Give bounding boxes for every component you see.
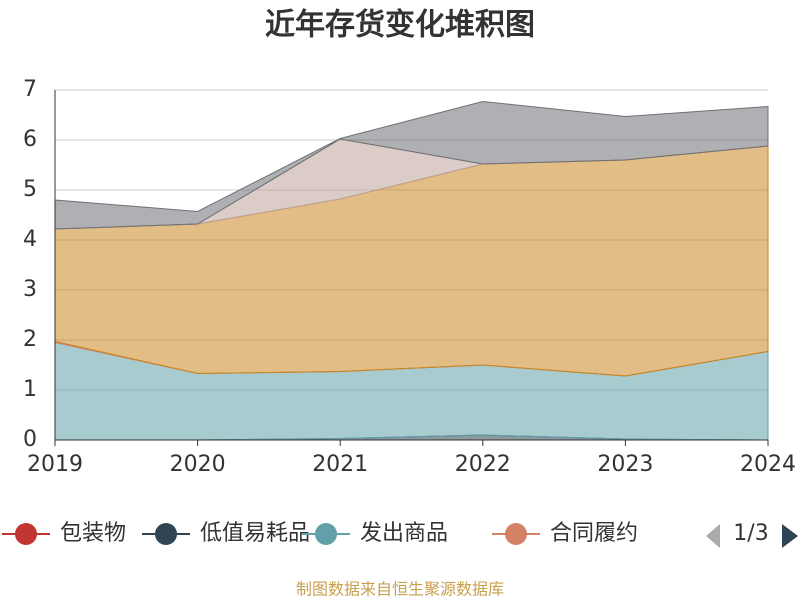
- y-tick-label: 0: [23, 427, 37, 452]
- y-tick-label: 4: [23, 227, 37, 252]
- legend-next[interactable]: [782, 524, 798, 548]
- chart-title: 近年存货变化堆积图: [265, 8, 535, 43]
- y-tick-label: 7: [23, 77, 37, 102]
- legend-page: 1/3: [733, 521, 768, 546]
- legend-marker: [315, 523, 337, 545]
- y-tick-label: 6: [23, 127, 37, 152]
- y-tick-label: 5: [23, 177, 37, 202]
- area: [54, 100, 769, 230]
- y-tick-label: 2: [23, 327, 37, 352]
- legend-marker: [505, 523, 527, 545]
- y-tick-label: 3: [23, 277, 37, 302]
- x-tick-label: 2022: [455, 452, 511, 477]
- legend-label: 包装物: [60, 521, 126, 546]
- legend-label: 合同履约: [550, 521, 638, 546]
- legend-marker: [155, 523, 177, 545]
- legend-prev[interactable]: [706, 524, 720, 548]
- y-tick-label: 1: [23, 377, 37, 402]
- legend-marker: [15, 523, 37, 545]
- x-tick-label: 2023: [597, 452, 653, 477]
- source-note: 制图数据来自恒生聚源数据库: [296, 580, 504, 599]
- x-tick-label: 2021: [312, 452, 368, 477]
- x-tick-label: 2020: [170, 452, 226, 477]
- x-tick-label: 2024: [740, 452, 796, 477]
- x-tick-label: 2019: [27, 452, 83, 477]
- legend-label: 发出商品: [360, 521, 448, 546]
- legend-label: 低值易耗品: [200, 521, 310, 546]
